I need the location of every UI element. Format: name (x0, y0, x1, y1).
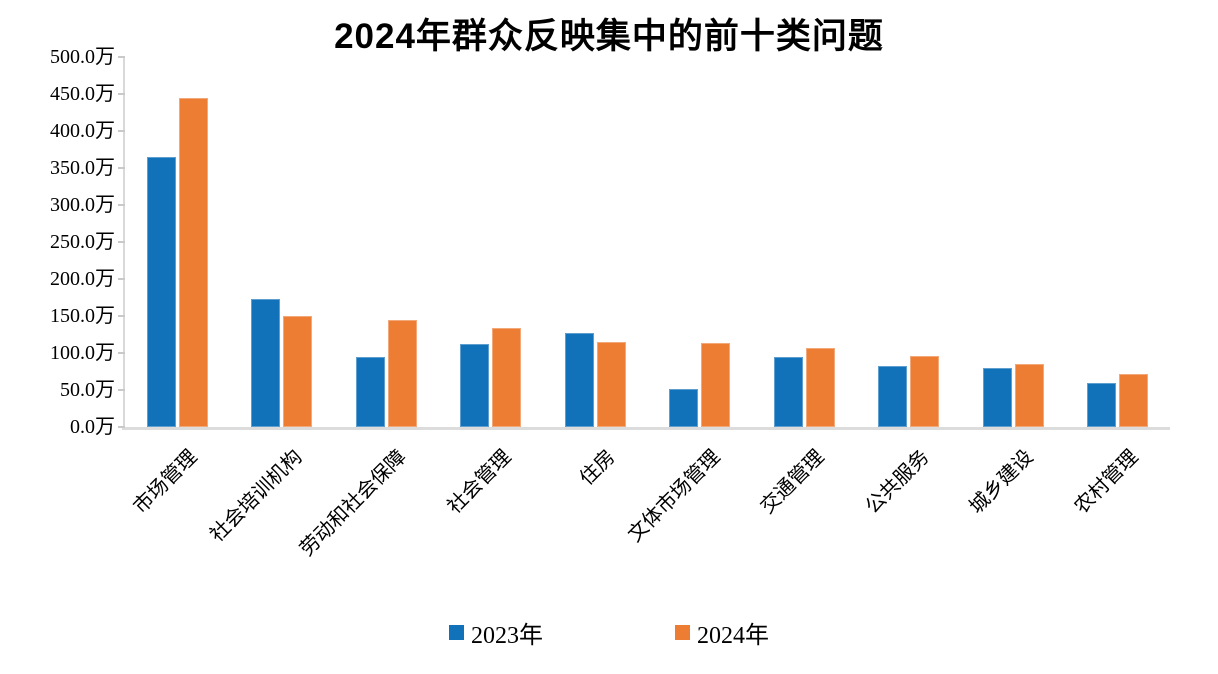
x-axis-label: 市场管理 (129, 446, 202, 519)
legend-label-2023: 2023年 (471, 623, 543, 649)
y-axis-tick-label: 400.0万 (50, 120, 115, 142)
y-axis-tick-label: 0.0万 (70, 416, 115, 438)
y-axis-tick-label: 450.0万 (50, 83, 115, 105)
x-axis-label: 文体市场管理 (623, 446, 725, 547)
bar-2024年 (1014, 364, 1044, 427)
legend-item-2023: 2023年 (449, 615, 543, 650)
y-axis-tick-label: 250.0万 (50, 231, 115, 253)
x-axis-label: 交通管理 (756, 446, 829, 519)
x-axis-label: 公共服务 (861, 446, 934, 519)
x-axis-label: 劳动和社会保障 (296, 446, 411, 561)
bar-2024年 (701, 343, 731, 427)
bar-2023年 (773, 357, 803, 427)
bar-2024年 (178, 98, 208, 427)
y-axis-tick (118, 167, 125, 169)
y-axis-tick (118, 315, 125, 317)
x-axis-label: 城乡建设 (965, 446, 1038, 519)
bar-2023年 (982, 368, 1012, 427)
x-axis-label: 住房 (575, 446, 620, 490)
x-axis-label: 社会管理 (443, 446, 516, 519)
x-axis-label: 社会培训机构 (205, 446, 307, 547)
bar-2023年 (146, 157, 176, 427)
bar-2023年 (1087, 383, 1117, 427)
y-axis-tick-label: 350.0万 (50, 157, 115, 179)
bar-2024年 (596, 342, 626, 427)
y-axis-tick-label: 300.0万 (50, 194, 115, 216)
y-axis-tick (118, 352, 125, 354)
legend-label-2024: 2024年 (697, 623, 769, 649)
y-axis-tick-label: 50.0万 (60, 379, 115, 401)
y-axis-tick-label: 100.0万 (50, 342, 115, 364)
bar-2023年 (355, 357, 385, 427)
bar-2024年 (492, 328, 522, 427)
y-axis-tick (118, 426, 125, 428)
bar-2024年 (910, 356, 940, 427)
y-axis-tick (118, 389, 125, 391)
bar-2023年 (251, 299, 281, 427)
y-axis-tick-label: 200.0万 (50, 268, 115, 290)
bar-2023年 (669, 389, 699, 427)
y-axis-line (123, 57, 125, 430)
y-axis-tick (118, 130, 125, 132)
legend-swatch-2023 (449, 625, 464, 640)
x-axis-label: 农村管理 (1070, 446, 1143, 519)
legend: 2023年 2024年 (0, 615, 1218, 650)
y-axis-tick (118, 56, 125, 58)
y-axis-tick (118, 241, 125, 243)
bar-2023年 (878, 366, 908, 427)
bar-2023年 (460, 344, 490, 427)
y-axis-tick (118, 204, 125, 206)
y-axis-tick (118, 93, 125, 95)
y-axis-tick-label: 500.0万 (50, 46, 115, 68)
legend-swatch-2024 (675, 625, 690, 640)
bar-2024年 (1119, 374, 1149, 427)
bar-2024年 (283, 316, 313, 427)
y-axis-tick-label: 150.0万 (50, 305, 115, 327)
x-axis-line (122, 427, 1170, 430)
y-axis-tick (118, 278, 125, 280)
chart-title: 2024年群众反映集中的前十类问题 (334, 17, 884, 56)
legend-item-2024: 2024年 (675, 615, 769, 650)
bar-2023年 (564, 333, 594, 427)
bar-2024年 (387, 320, 417, 427)
bar-2024年 (805, 348, 835, 427)
